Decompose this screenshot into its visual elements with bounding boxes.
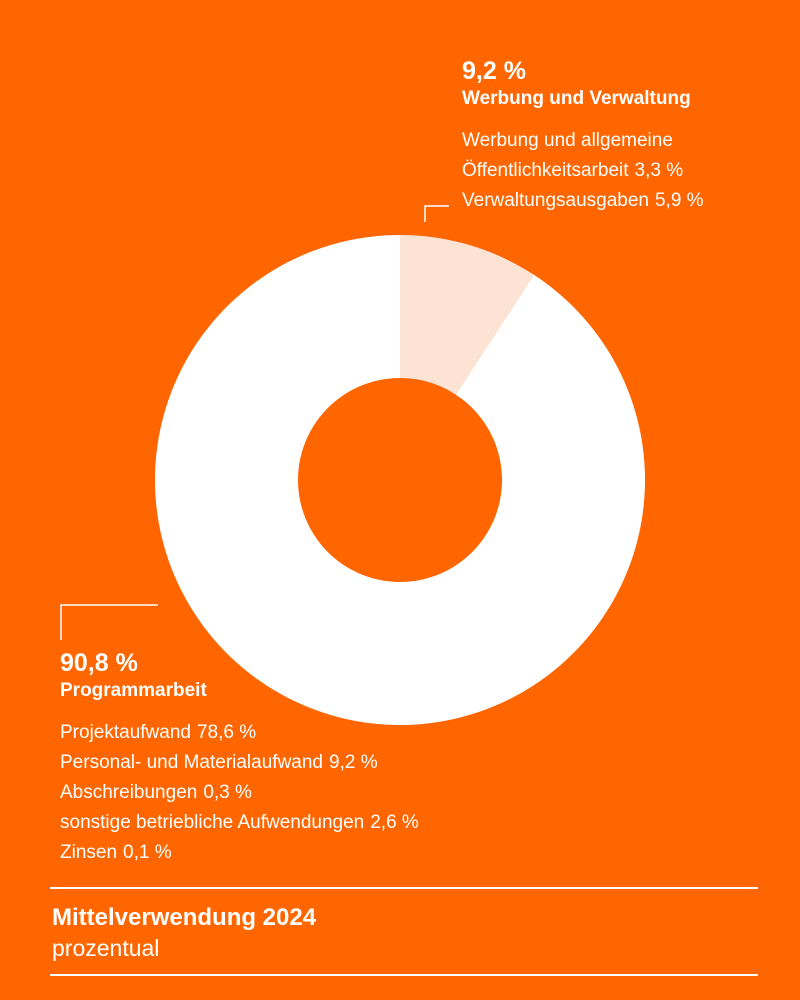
chart-title: Mittelverwendung 2024 <box>52 904 317 931</box>
callout-werbung-verwaltung: 9,2 % Werbung und Verwaltung Werbung und… <box>462 56 704 216</box>
donut-slice-0 <box>400 235 534 395</box>
breakdown-item: Zinsen 0,1 % <box>60 842 172 863</box>
segment-breakdown: Werbung und allgemeine Öffentlichkeitsar… <box>462 126 704 216</box>
footer-divider-top <box>50 887 758 889</box>
segment-name-label: Programmarbeit <box>60 680 207 701</box>
chart-subtitle: prozentual <box>52 935 160 961</box>
leader-line-top <box>424 205 449 222</box>
segment-name-label: Werbung und Verwaltung <box>462 88 691 109</box>
segment-value-label: 9,2 % <box>462 57 526 85</box>
breakdown-item: Projektaufwand 78,6 % <box>60 722 257 743</box>
breakdown-item: Verwaltungsausgaben 5,9 % <box>462 190 704 211</box>
breakdown-item: Öffentlichkeitsarbeit 3,3 % <box>462 160 684 181</box>
footer-divider-bottom <box>50 974 758 976</box>
breakdown-item: Personal- und Materialaufwand 9,2 % <box>60 752 378 773</box>
segment-breakdown: Projektaufwand 78,6 % Personal- und Mater… <box>60 718 419 868</box>
breakdown-item: sonstige betriebliche Aufwendungen 2,6 % <box>60 812 419 833</box>
breakdown-item: Abschreibungen 0,3 % <box>60 782 252 803</box>
segment-value-label: 90,8 % <box>60 649 138 677</box>
callout-programmarbeit: 90,8 % Programmarbeit Projektaufwand 78,6… <box>60 648 419 868</box>
breakdown-item: Werbung und allgemeine <box>462 130 673 151</box>
donut-slice-1 <box>154 235 646 725</box>
leader-line-bottom <box>60 604 158 640</box>
